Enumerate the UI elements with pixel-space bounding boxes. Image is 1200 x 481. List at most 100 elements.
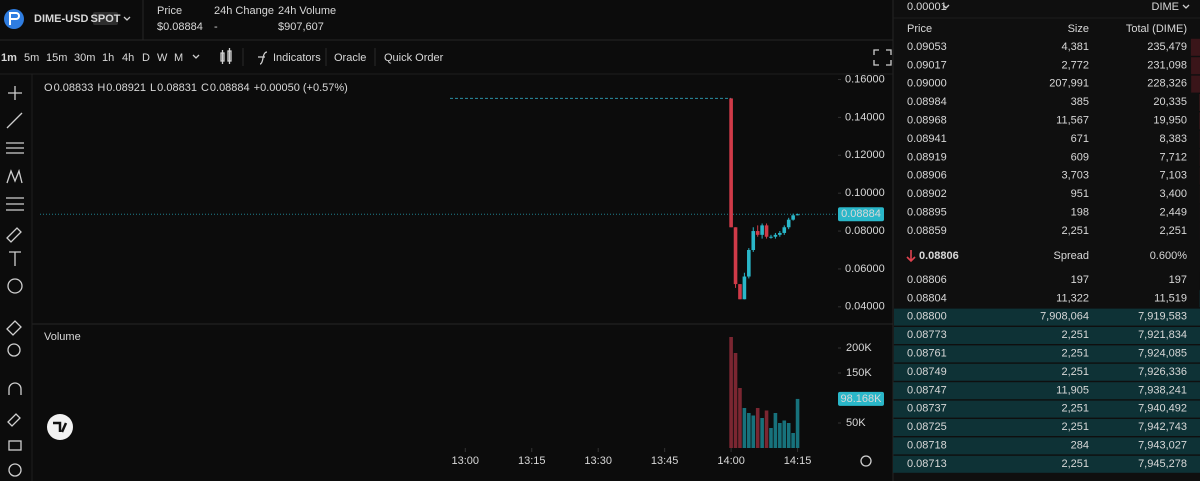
size[interactable]: 197: [1071, 274, 1089, 286]
price[interactable]: 0.08902: [907, 188, 947, 200]
size[interactable]: 609: [1071, 151, 1089, 163]
price[interactable]: 0.09053: [907, 41, 947, 53]
interval[interactable]: 1m: [1, 52, 17, 64]
price[interactable]: 0.08806: [907, 274, 947, 286]
price[interactable]: 0.08859: [907, 225, 947, 237]
total[interactable]: 7,943,027: [1138, 440, 1187, 452]
price[interactable]: 0.08737: [907, 403, 947, 415]
price[interactable]: 0.08800: [907, 311, 947, 323]
price[interactable]: 0.08906: [907, 170, 947, 182]
size[interactable]: 207,991: [1049, 78, 1089, 90]
fullscreen-icon[interactable]: [873, 49, 892, 66]
size[interactable]: 284: [1071, 440, 1089, 452]
interval[interactable]: D: [142, 52, 150, 64]
lock-icon[interactable]: [8, 440, 22, 451]
size[interactable]: 7,908,064: [1040, 311, 1089, 323]
price[interactable]: 0.08941: [907, 133, 947, 145]
brush-icon[interactable]: [6, 227, 22, 243]
toolbar-item[interactable]: Oracle: [334, 52, 366, 64]
total[interactable]: 11,519: [1154, 292, 1187, 304]
total[interactable]: 7,945,278: [1138, 458, 1187, 470]
total[interactable]: 7,926,336: [1138, 366, 1187, 378]
chevron[interactable]: [123, 16, 131, 21]
total[interactable]: 7,924,085: [1138, 348, 1187, 360]
price[interactable]: 0.09017: [907, 59, 947, 71]
interval[interactable]: 5m: [24, 52, 39, 64]
total[interactable]: 3,400: [1159, 188, 1187, 200]
total[interactable]: 2,251: [1159, 225, 1187, 237]
interval[interactable]: 30m: [74, 52, 95, 64]
candle-icon[interactable]: [220, 48, 232, 64]
zoom-icon[interactable]: [7, 343, 21, 357]
size[interactable]: 2,251: [1061, 329, 1089, 341]
settings-icon[interactable]: [860, 455, 872, 467]
lock-draw-icon[interactable]: [7, 413, 21, 427]
size[interactable]: 11,905: [1056, 384, 1089, 396]
price[interactable]: 0.08725: [907, 421, 947, 433]
eye-icon[interactable]: [8, 463, 22, 477]
size[interactable]: 2,251: [1061, 366, 1089, 378]
size[interactable]: 11,322: [1056, 292, 1089, 304]
size[interactable]: 198: [1071, 207, 1089, 219]
toolbar-item[interactable]: Indicators: [273, 52, 321, 64]
total[interactable]: 7,938,241: [1138, 384, 1187, 396]
total[interactable]: 7,921,834: [1138, 329, 1187, 341]
magnet-icon[interactable]: [8, 382, 22, 395]
text-icon[interactable]: [9, 251, 21, 266]
price[interactable]: 0.08984: [907, 96, 947, 108]
size[interactable]: 4,381: [1061, 41, 1089, 53]
interval[interactable]: 15m: [46, 52, 67, 64]
total[interactable]: 7,942,743: [1138, 421, 1187, 433]
interval[interactable]: 4h: [122, 52, 134, 64]
total[interactable]: 7,919,583: [1138, 311, 1187, 323]
size[interactable]: 2,251: [1061, 458, 1089, 470]
price[interactable]: 0.08804: [907, 292, 947, 304]
total[interactable]: 7,712: [1159, 151, 1187, 163]
total[interactable]: 8,383: [1159, 133, 1187, 145]
size[interactable]: 2,251: [1061, 403, 1089, 415]
line-icon[interactable]: [6, 112, 23, 129]
hlines-icon[interactable]: [6, 142, 24, 154]
price[interactable]: 0.08761: [907, 348, 947, 360]
chevron[interactable]: [942, 4, 950, 9]
interval[interactable]: 1h: [102, 52, 114, 64]
size[interactable]: 671: [1071, 133, 1089, 145]
price[interactable]: 0.08718: [907, 440, 947, 452]
crosshair-icon[interactable]: [8, 86, 22, 100]
price[interactable]: 0.08749: [907, 366, 947, 378]
total[interactable]: 7,940,492: [1138, 403, 1187, 415]
interval[interactable]: W: [157, 52, 168, 64]
price[interactable]: 0.08968: [907, 115, 947, 127]
size[interactable]: 2,251: [1061, 225, 1089, 237]
tick-size[interactable]: 0.00001: [907, 1, 947, 13]
total[interactable]: 228,326: [1147, 78, 1187, 90]
total[interactable]: 20,335: [1153, 96, 1187, 108]
total[interactable]: 197: [1169, 274, 1187, 286]
price[interactable]: 0.09000: [907, 78, 947, 90]
pattern-icon[interactable]: [6, 168, 23, 184]
price[interactable]: 0.08895: [907, 207, 947, 219]
size[interactable]: 3,703: [1061, 170, 1089, 182]
total[interactable]: 7,103: [1159, 170, 1187, 182]
chevron[interactable]: [1182, 4, 1190, 9]
size[interactable]: 11,567: [1056, 115, 1089, 127]
total[interactable]: 19,950: [1153, 115, 1187, 127]
price[interactable]: 0.08713: [907, 458, 947, 470]
interval[interactable]: M: [174, 52, 183, 64]
ruler-icon[interactable]: [6, 320, 22, 336]
drawing-tools[interactable]: [6, 86, 24, 477]
toolbar-item[interactable]: Quick Order: [384, 52, 444, 64]
emoji-icon[interactable]: [7, 278, 23, 294]
symbol[interactable]: DIME-USD: [34, 13, 88, 25]
price[interactable]: 0.08919: [907, 151, 947, 163]
price[interactable]: 0.08773: [907, 329, 947, 341]
price[interactable]: 0.08747: [907, 384, 947, 396]
unit[interactable]: DIME: [1152, 1, 1180, 13]
total[interactable]: 231,098: [1147, 59, 1187, 71]
size[interactable]: 2,251: [1061, 421, 1089, 433]
total[interactable]: 2,449: [1159, 207, 1187, 219]
fx-icon[interactable]: [258, 51, 268, 65]
total[interactable]: 235,479: [1147, 41, 1187, 53]
size[interactable]: 385: [1071, 96, 1089, 108]
size[interactable]: 2,251: [1061, 348, 1089, 360]
